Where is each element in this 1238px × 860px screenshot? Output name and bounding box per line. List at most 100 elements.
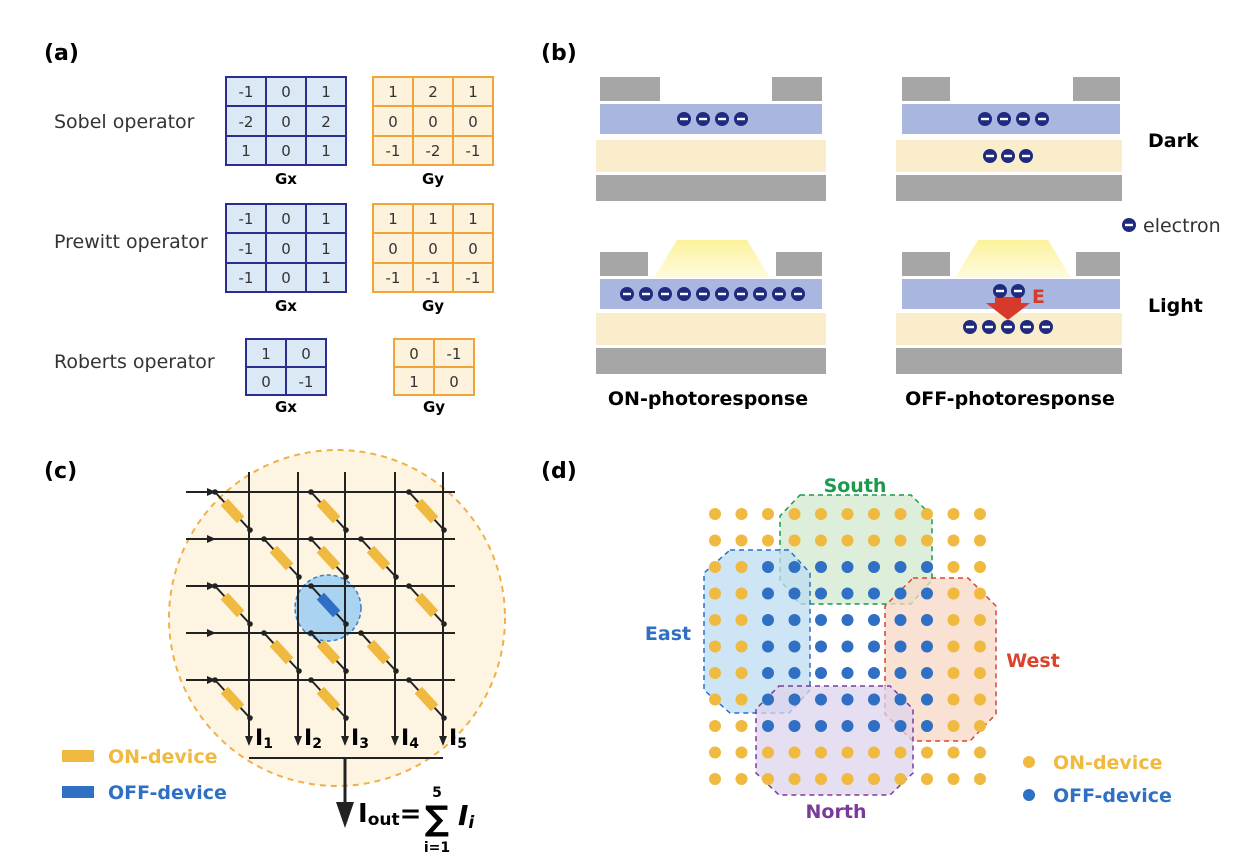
off-device-dot [788,561,801,573]
matrix-cell: -1 [386,142,401,160]
on-device-dot [735,561,748,573]
field-label: E [1032,286,1045,308]
on-device-dot [762,773,774,785]
panel-c: (c) I1 I2 I3 I4 I5 Iout= ∑ 5 i=1 Ii ON-devic… [44,449,506,856]
electron-icon [978,112,992,126]
gy-label: Gy [423,398,445,416]
on-device-dot [709,720,721,732]
off-device-dot [894,640,907,653]
device-dark-off [896,77,1122,201]
on-device-dot [735,587,748,600]
node-dot [358,630,364,636]
on-device-dot [974,667,986,679]
matrix-cell: 0 [428,240,438,258]
electron-icon [963,320,977,334]
on-device-dot [868,508,880,520]
electron-icon [1001,320,1015,334]
on-device-dot [921,773,933,785]
off-device-dot [868,640,880,653]
electron-icon [1020,320,1034,334]
electron-icon [1039,320,1053,334]
matrix-cell: 1 [388,83,398,101]
on-device-dot [762,534,774,547]
on-device-dot [947,693,960,706]
west-label: West [1006,650,1060,672]
on-device-dot [947,746,960,759]
electron-icon [1019,149,1033,163]
matrix-cell: 0 [281,269,291,287]
on-device-dot [894,746,907,759]
gy-label: Gy [422,170,444,188]
region-north [755,685,914,796]
electron-icon [993,284,1007,298]
current-label: I3 [351,726,369,752]
on-device [220,498,245,524]
sum-upper: 5 [432,785,442,801]
off-device-dot [841,587,854,600]
off-device-dot [868,587,880,600]
light-beam [955,240,1071,278]
matrix-cell: 1 [321,83,331,101]
matrix-cell: 1 [388,210,398,228]
on-device-dot [974,587,986,600]
output-arrow-icon [336,802,354,828]
light-label: Light [1148,295,1203,317]
node-dot [358,536,364,542]
electron-icon [658,287,672,301]
on-device [366,639,391,665]
on-device [414,498,439,524]
region-west [884,577,997,742]
electron-icon [715,287,729,301]
on-device-dot [815,773,827,785]
south-label: South [824,475,887,497]
off-device-dot [762,614,774,626]
dark-label: Dark [1148,130,1199,152]
bit-line-arrow-icon [341,736,349,746]
panel-d: (d) South West East North ON-device OFF-… [541,459,1172,823]
electron-icon [1016,112,1030,126]
on-device-dot [947,640,960,653]
off-device-dot [788,720,801,732]
matrix-cell: 1 [261,345,271,363]
off-device-dot [921,640,933,653]
device-light-on [596,240,826,374]
matrix-cell: 0 [388,113,398,131]
on-device-dot [921,534,933,547]
crossbar-array: I1 I2 I3 I4 I5 [186,472,467,759]
electron-legend: electron [1122,215,1221,237]
off-device-dot [762,667,774,679]
on-device-dot [788,534,801,547]
node-dot [212,583,218,589]
prewitt-gx-matrix: -1 0 1 -1 0 1 -1 0 1 Gx [225,203,347,315]
electron-icon [677,112,691,126]
matrix-cell: -1 [239,240,254,258]
on-device-dot [868,534,880,547]
on-device-dot [709,614,721,626]
roberts-gx-matrix: 1 0 0 -1 Gx [245,338,327,416]
on-device-dot [735,773,748,785]
legend-off-device: OFF-device [1053,785,1172,807]
panel-a: (a) Sobel operator Prewitt operator Robe… [44,41,494,416]
on-device [269,545,294,571]
on-device-dot [947,720,960,732]
panel-a-label: (a) [44,41,79,66]
node-dot [343,574,349,580]
off-device-dot [815,693,827,706]
matrix-cell: 0 [468,240,478,258]
matrix-cell: 0 [281,113,291,131]
electron-icon [983,149,997,163]
matrix-cell: 2 [321,113,331,131]
matrix-cell: 0 [468,113,478,131]
matrix-cell: 0 [281,240,291,258]
prewitt-gy-matrix: 1 1 1 0 0 0 -1 -1 -1 Gy [372,203,494,315]
off-device-dot [868,561,880,573]
electron-icon [734,287,748,301]
current-label: I4 [401,726,419,752]
roberts-operator-label: Roberts operator [54,351,215,373]
electron-icon [620,287,634,301]
matrix-cell: 0 [409,345,419,363]
field-arrow-icon [986,297,1030,320]
electron-icon [753,287,767,301]
input-arrow-icon [207,535,216,543]
electron-icon [1122,218,1136,232]
